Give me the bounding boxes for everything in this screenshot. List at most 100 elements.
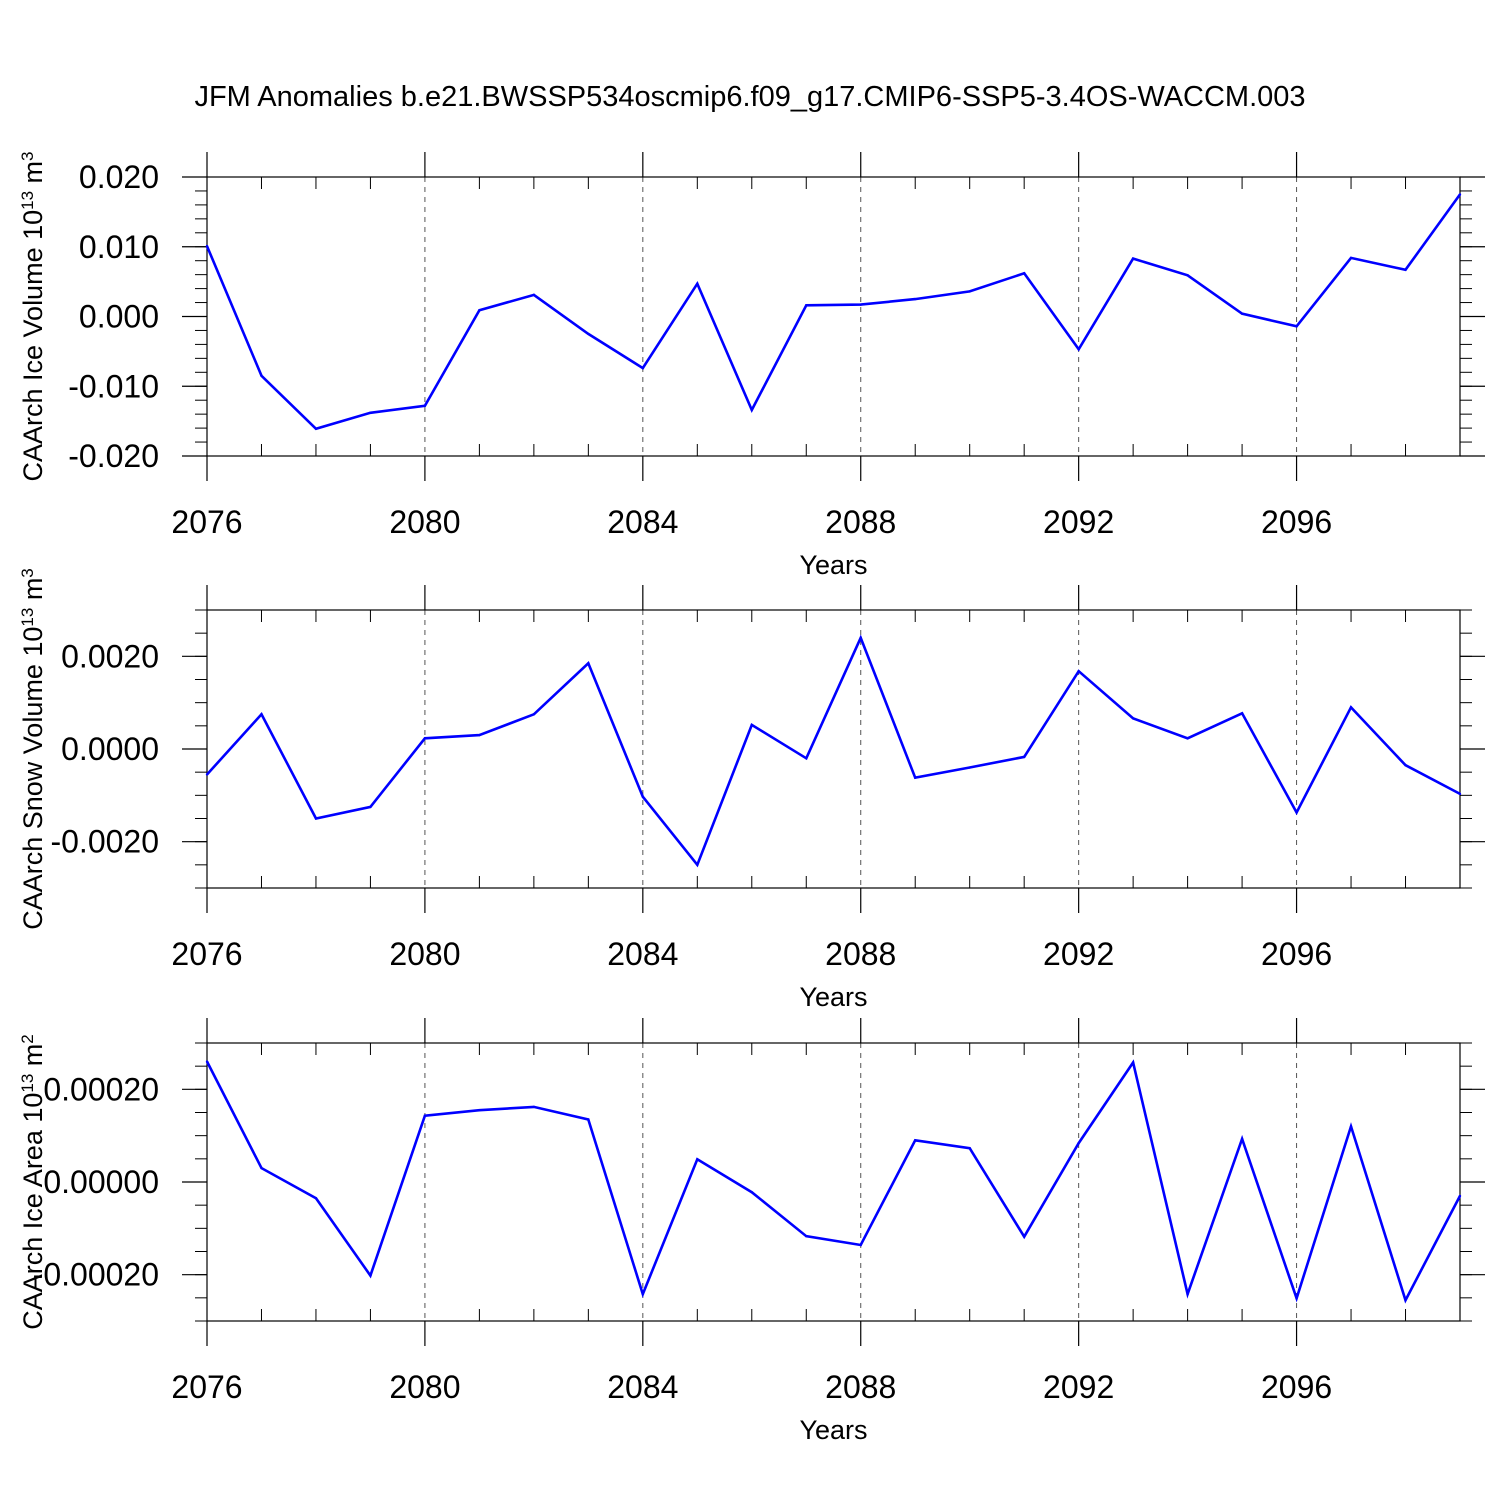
data-point [587, 1118, 590, 1121]
x-axis-title: Years [799, 1415, 867, 1445]
data-point [205, 773, 209, 776]
data-point [1077, 1141, 1080, 1145]
data-point [532, 293, 536, 297]
data-point [1349, 706, 1353, 709]
plot-frame [206, 609, 1461, 889]
x-tick-label: 2088 [825, 1369, 896, 1405]
panel-3: -0.00020 0.00000 0.00020 2076 2080 2084 2088 20… [18, 1018, 1485, 1445]
data-point [1131, 257, 1135, 260]
data-point [1240, 1137, 1244, 1141]
y-tick-label: 0.0020 [61, 638, 159, 674]
data-point [859, 1243, 862, 1247]
y-axis-title: CAArch Ice Area 1013 m2 [18, 1034, 49, 1330]
data-point [641, 795, 645, 798]
x-tick-label: 2080 [389, 936, 460, 972]
x-tick-label: 2076 [171, 936, 242, 972]
data-point [968, 1146, 971, 1150]
data-point [1349, 1125, 1353, 1128]
data-point [805, 757, 808, 760]
data-point [260, 1166, 263, 1170]
x-tick-label: 2096 [1261, 504, 1332, 540]
data-point [260, 374, 263, 377]
figure-title: JFM Anomalies b.e21.BWSSP534oscmip6.f09_… [194, 81, 1305, 113]
data-point [587, 332, 590, 336]
data-point [1131, 717, 1135, 720]
data-point [750, 408, 753, 412]
x-tick-label: 2076 [171, 1369, 242, 1405]
data-series-line [205, 1059, 1462, 1304]
data-point [1404, 1298, 1407, 1302]
data-point [369, 1274, 372, 1277]
data-point [478, 309, 481, 312]
data-point [1186, 274, 1189, 277]
y-tick-label: -0.010 [68, 368, 159, 404]
y-tick-label: 0.00000 [43, 1164, 159, 1200]
data-point [478, 1108, 481, 1112]
y-axis-title: CAArch Snow Volume 1013 m3 [18, 568, 49, 930]
panel-1: -0.020 -0.010 0.000 0.010 0.020 2076 2080 2084 2… [18, 151, 1485, 580]
y-tick-label: 0.00020 [43, 1071, 159, 1107]
data-point [1240, 312, 1244, 315]
data-point [1131, 1061, 1135, 1064]
y-tick-label: -0.020 [68, 438, 159, 474]
data-point [805, 304, 808, 307]
x-tick-label: 2084 [607, 936, 678, 972]
data-point [1295, 811, 1298, 814]
data-point [1077, 348, 1080, 351]
x-axis-title: Years [799, 550, 867, 580]
data-point [696, 863, 699, 867]
data-point [1022, 272, 1026, 275]
data-point [1458, 1194, 1462, 1198]
x-tick-label: 2092 [1043, 936, 1114, 972]
data-point [805, 1235, 808, 1238]
data-point [641, 1292, 645, 1296]
data-point [1077, 669, 1080, 673]
data-point [205, 1060, 209, 1063]
data-point [314, 817, 318, 820]
data-point [314, 1197, 318, 1200]
x-tick-label: 2096 [1261, 936, 1332, 972]
data-point [314, 427, 318, 430]
x-tick-label: 2092 [1043, 504, 1114, 540]
data-point [968, 766, 971, 769]
y-tick-label: -0.0020 [50, 824, 159, 860]
x-tick-label: 2080 [389, 504, 460, 540]
x-tick-label: 2080 [389, 1369, 460, 1405]
data-point [1349, 256, 1353, 260]
x-tick-label: 2096 [1261, 1369, 1332, 1405]
data-point [1458, 792, 1462, 796]
data-point [641, 366, 645, 370]
x-tick-label: 2092 [1043, 1369, 1114, 1405]
data-point [369, 411, 372, 414]
x-tick-label: 2088 [825, 936, 896, 972]
data-point [696, 282, 699, 285]
data-point [750, 723, 753, 727]
y-axis-title: CAArch Ice Volume 1013 m3 [18, 151, 49, 481]
data-point [914, 1139, 917, 1142]
data-point [1404, 764, 1407, 767]
data-point [205, 244, 209, 248]
data-point [1240, 712, 1244, 715]
data-point [1022, 755, 1026, 759]
data-point [914, 776, 917, 779]
data-point [859, 303, 862, 306]
data-point [1458, 193, 1462, 196]
data-point [1186, 737, 1189, 740]
y-tick-label: 0.000 [79, 299, 159, 335]
data-point [1404, 268, 1407, 271]
plot-frame [206, 1042, 1461, 1322]
y-tick-label: 0.010 [79, 229, 159, 265]
data-point [1295, 1297, 1298, 1300]
data-point [423, 404, 427, 407]
data-point [1295, 325, 1298, 328]
data-point [1186, 1292, 1189, 1296]
data-point [532, 1105, 536, 1109]
data-point [750, 1190, 753, 1194]
x-axis-title: Years [799, 982, 867, 1012]
panel-2: -0.0020 0.0000 0.0020 2076 2080 2084 2088 2092 2… [18, 568, 1485, 1012]
data-point [914, 297, 917, 301]
data-series-line [206, 634, 1461, 868]
data-point [696, 1158, 699, 1161]
data-point [532, 713, 536, 716]
